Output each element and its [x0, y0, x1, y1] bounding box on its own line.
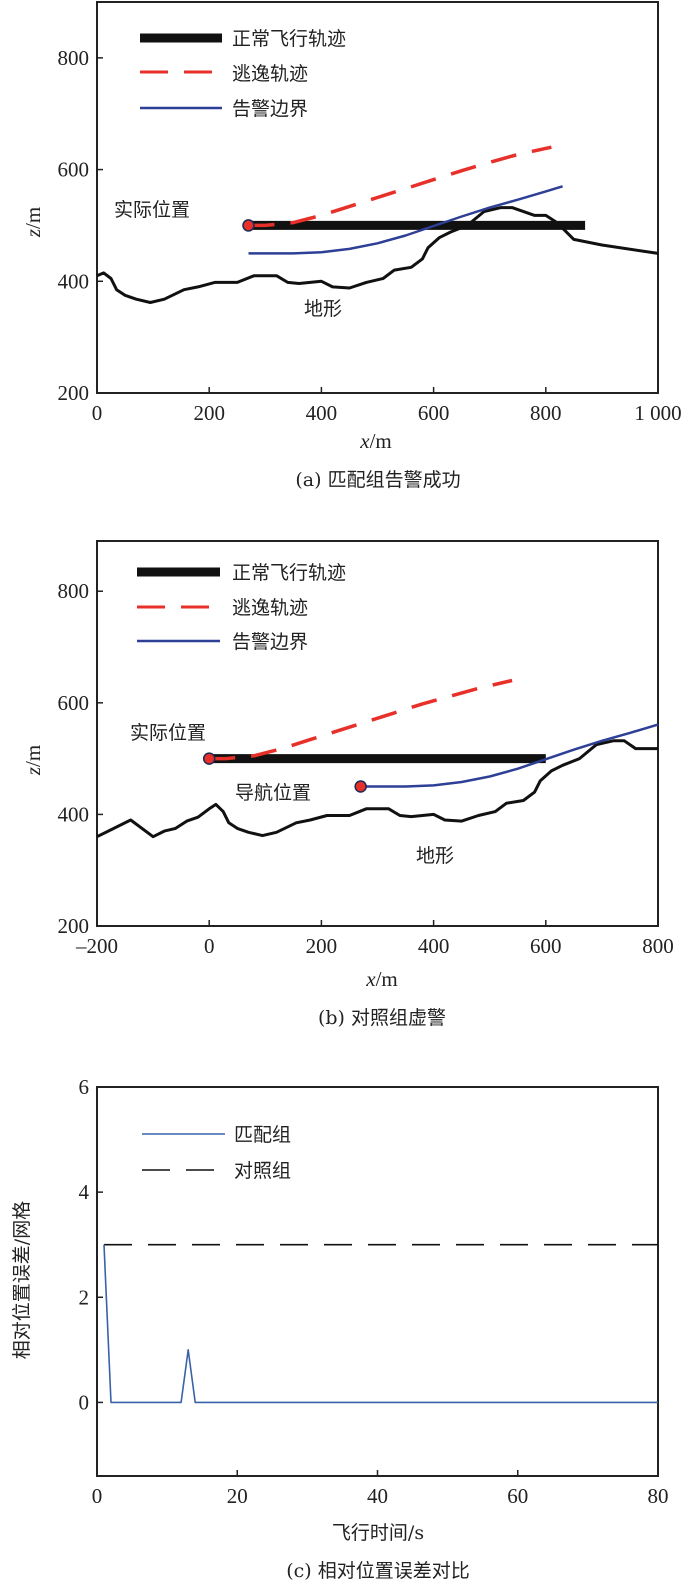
x-tick-label: –200 [75, 934, 118, 958]
legend-label-boundary: 告警边界 [232, 631, 308, 653]
actual-position-marker [242, 219, 255, 232]
y-tick-label: 400 [58, 269, 90, 293]
x-tick-label: 600 [418, 401, 450, 425]
y-tick-label: 800 [58, 46, 90, 70]
terrain-line [96, 739, 658, 839]
chart-c-frame [96, 1086, 659, 1477]
warning-boundary-line [360, 723, 659, 788]
x-tick-label: 80 [648, 1484, 669, 1508]
nav-position-marker [354, 780, 367, 793]
x-tick-label: 400 [306, 401, 338, 425]
chart-b-legend: 正常飞行轨迹 逃逸轨迹 告警边界 [137, 562, 346, 653]
chart-a-legend: 正常飞行轨迹 逃逸轨迹 告警边界 [140, 28, 346, 120]
x-tick-label: 800 [642, 934, 674, 958]
annotation-terrain: 地形 [416, 845, 454, 867]
y-tick-label: 600 [58, 158, 90, 182]
y-tick-label: 200 [58, 914, 90, 938]
chart-c-caption: (c) 相对位置误差对比 [286, 1560, 470, 1582]
annotation-terrain: 地形 [304, 298, 342, 320]
x-tick-label: 20 [227, 1484, 248, 1508]
x-tick-label: 400 [418, 934, 450, 958]
annotation-nav-position: 导航位置 [235, 782, 311, 804]
series-matched-line [103, 1244, 658, 1404]
x-axis-label: x/m [359, 429, 392, 453]
x-tick-label: 0 [92, 401, 103, 425]
legend-label-boundary: 告警边界 [232, 98, 308, 120]
terrain-line [96, 206, 659, 304]
chart-b-caption: (b) 对照组虚警 [318, 1007, 446, 1029]
x-tick-label: 0 [204, 934, 215, 958]
x-tick-label: 1 000 [634, 401, 681, 425]
x-tick-label: 200 [193, 401, 225, 425]
y-tick-label: 600 [58, 691, 90, 715]
x-tick-label: 800 [530, 401, 562, 425]
x-tick-label: 0 [92, 1484, 103, 1508]
chart-a-caption: (a) 匹配组告警成功 [295, 469, 460, 491]
chart-b-frame [96, 540, 659, 927]
x-tick-label: 60 [507, 1484, 528, 1508]
y-tick-label: 800 [58, 579, 90, 603]
x-tick-label: 40 [367, 1484, 388, 1508]
annotation-actual-position: 实际位置 [130, 722, 206, 744]
y-tick-label: 0 [79, 1390, 90, 1414]
y-tick-label: 200 [58, 381, 90, 405]
x-axis-label: 飞行时间/s [332, 1522, 424, 1544]
actual-position-marker [202, 752, 216, 765]
annotation-actual-position: 实际位置 [114, 199, 190, 221]
y-tick-label: 6 [79, 1075, 90, 1099]
y-tick-label: 400 [58, 802, 90, 826]
legend-label-escape: 逃逸轨迹 [232, 597, 308, 619]
x-tick-label: 600 [530, 934, 562, 958]
escape-trajectory-line [209, 678, 513, 761]
escape-trajectory-line [248, 145, 552, 228]
legend-label-normal: 正常飞行轨迹 [232, 28, 346, 50]
y-axis-label: z/m [21, 745, 45, 776]
legend-label-escape: 逃逸轨迹 [232, 63, 308, 85]
chart-a-frame [96, 1, 659, 394]
warning-boundary-line [248, 185, 563, 255]
legend-label-control: 对照组 [234, 1160, 291, 1182]
y-axis-label: z/m [21, 207, 45, 238]
legend-label-matched: 匹配组 [234, 1124, 291, 1146]
chart-b: 200 400 600 800 –200 0 200 400 600 800 正常飞行轨迹 逃逸… [21, 540, 674, 1029]
chart-c-legend: 匹配组 对照组 [142, 1124, 291, 1182]
y-tick-label: 2 [79, 1285, 90, 1309]
legend-label-normal: 正常飞行轨迹 [232, 562, 346, 584]
y-axis-label: 相对位置误差/网格 [11, 1201, 33, 1359]
y-tick-label: 4 [79, 1180, 90, 1204]
x-tick-label: 200 [306, 934, 338, 958]
x-axis-label: x/m [365, 967, 398, 991]
